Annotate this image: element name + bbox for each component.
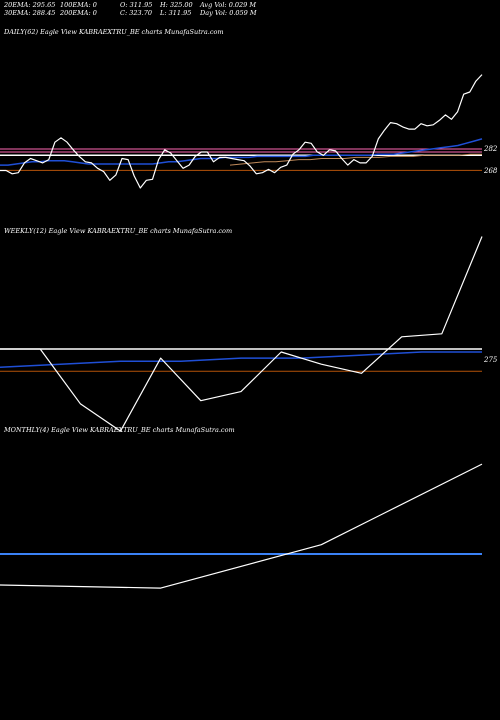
weekly-panel-title: WEEKLY(12) Eagle View KABRAEXTRU_BE char… (4, 227, 233, 235)
weekly-ema-line (0, 351, 482, 368)
avg-vol-label: Avg Vol: 0.029 M (200, 1, 257, 9)
ema30-label: 30EMA: 288.45 (4, 9, 56, 17)
daily-price-line (0, 74, 483, 189)
ema20-label: 20EMA: 295.65 (4, 1, 56, 9)
daily-ytick-268: 268 (483, 167, 498, 175)
ema100-label: 100EMA: 0 (60, 1, 97, 9)
weekly-price-line (0, 236, 483, 432)
open-label: O: 311.95 (120, 1, 153, 9)
daily-ema-line (0, 138, 483, 166)
close-label: C: 323.70 (120, 9, 152, 17)
day-vol-label: Day Vol: 0.059 M (200, 9, 257, 17)
daily-panel-title: DAILY(62) Eagle View KABRAEXTRU_BE chart… (4, 28, 224, 36)
low-label: L: 311.95 (160, 9, 192, 17)
ema200-label: 200EMA: 0 (60, 9, 97, 17)
daily-ma-line (229, 153, 482, 166)
monthly-price-line (0, 463, 483, 589)
high-label: H: 325.00 (160, 1, 193, 9)
daily-ytick-282: 282 (483, 145, 498, 153)
weekly-ytick-275: 275 (483, 356, 498, 364)
